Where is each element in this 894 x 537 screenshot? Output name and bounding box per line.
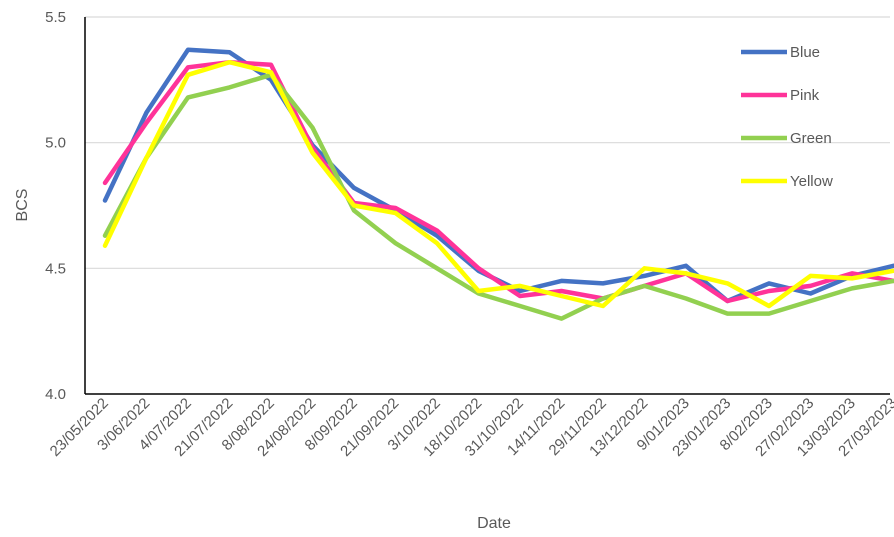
series-line-green — [102, 72, 894, 321]
legend-label-pink: Pink — [790, 87, 820, 104]
y-axis-title: BCS — [14, 189, 31, 222]
y-tick-label: 5.0 — [45, 135, 66, 152]
axes — [84, 17, 890, 395]
series-line-yellow — [102, 59, 894, 309]
y-tick-label: 4.0 — [45, 386, 66, 403]
y-tick-labels: 4.0 4.5 5.0 5.5 — [45, 9, 66, 403]
legend: Blue Pink Green Yellow — [741, 44, 833, 190]
gridlines — [85, 16, 890, 269]
x-axis-title: Date — [477, 515, 511, 532]
legend-label-green: Green — [790, 130, 832, 147]
x-tick-labels: 23/05/20223/06/20224/07/202221/07/20228/… — [47, 395, 894, 460]
legend-label-yellow: Yellow — [790, 173, 833, 190]
y-tick-label: 4.5 — [45, 260, 66, 277]
y-tick-label: 5.5 — [45, 9, 66, 26]
legend-label-blue: Blue — [790, 44, 820, 61]
series-lines — [102, 47, 894, 321]
